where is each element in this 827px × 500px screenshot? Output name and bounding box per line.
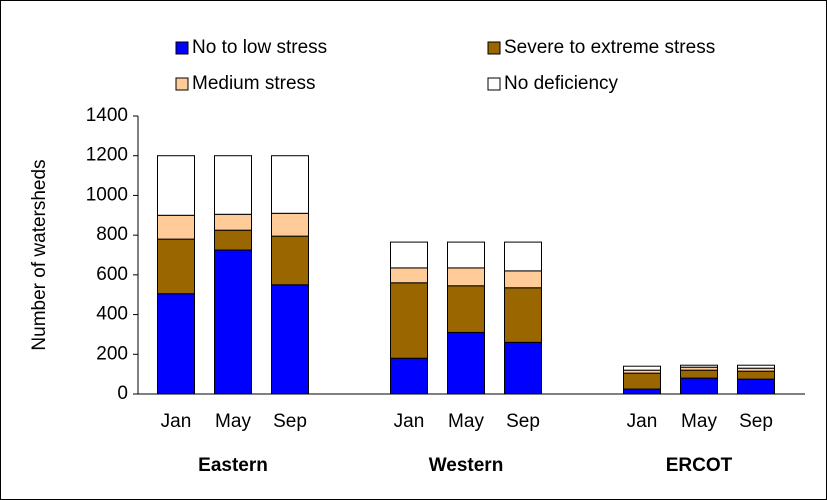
bar-segment [271, 155, 309, 214]
bar-segment [623, 365, 661, 371]
bar-segment [271, 212, 309, 237]
legend-label: No deficiency [504, 73, 619, 94]
legend-label: Severe to extreme stress [504, 37, 715, 58]
bar-segment [157, 293, 195, 395]
x-tick-label: Sep [739, 411, 773, 432]
y-tick-label: 400 [96, 304, 128, 325]
bar-segment [447, 267, 485, 287]
bar-segment [447, 331, 485, 395]
bar-segment [271, 284, 309, 395]
bar-segment [447, 241, 485, 269]
bar-segment [737, 370, 775, 380]
legend-swatch [175, 41, 189, 55]
x-tick-label: May [448, 411, 484, 432]
bar-segment [214, 213, 252, 231]
y-tick-label: 200 [96, 343, 128, 364]
x-tick-label: Jan [161, 411, 192, 432]
bar-segment [157, 155, 195, 216]
bar-segment [390, 357, 428, 395]
y-tick-label: 1400 [86, 105, 128, 126]
group-label: ERCOT [666, 455, 733, 476]
x-tick-label: Jan [394, 411, 425, 432]
bar-segment [157, 214, 195, 240]
legend-swatch [487, 41, 501, 55]
bar-segment [390, 282, 428, 359]
y-axis-label: Number of watersheds [29, 159, 50, 350]
y-tick-label: 800 [96, 224, 128, 245]
bar-segment [504, 341, 542, 395]
bar-segment [623, 372, 661, 390]
bar-segment [271, 235, 309, 286]
x-tick-label: Sep [506, 411, 540, 432]
bar-segment [157, 238, 195, 295]
bar-segment [680, 364, 718, 368]
bar-segment [680, 377, 718, 395]
x-tick-label: May [215, 411, 251, 432]
legend-label: Medium stress [192, 73, 316, 94]
group-label: Western [429, 455, 504, 476]
y-tick-label: 1200 [86, 145, 128, 166]
legend-swatch [487, 77, 501, 91]
group-label: Eastern [198, 455, 268, 476]
bar-segment [737, 364, 775, 369]
bar-segment [214, 249, 252, 395]
bar-segment [504, 241, 542, 272]
bar-segment [214, 229, 252, 251]
bar-segment [737, 378, 775, 395]
y-tick-label: 1000 [86, 184, 128, 205]
y-tick-label: 600 [96, 264, 128, 285]
bar-segment [623, 388, 661, 395]
y-tick-label: 0 [117, 383, 128, 404]
x-tick-label: Jan [627, 411, 658, 432]
bar-segment [504, 287, 542, 343]
legend-label: No to low stress [192, 37, 327, 58]
bar-segment [504, 270, 542, 289]
bar-segment [390, 241, 428, 269]
x-tick-label: Sep [273, 411, 307, 432]
legend-swatch [175, 77, 189, 91]
bar-segment [390, 267, 428, 284]
bar-segment [447, 285, 485, 333]
x-tick-label: May [681, 411, 717, 432]
bar-segment [214, 155, 252, 215]
bar-segment [680, 369, 718, 379]
